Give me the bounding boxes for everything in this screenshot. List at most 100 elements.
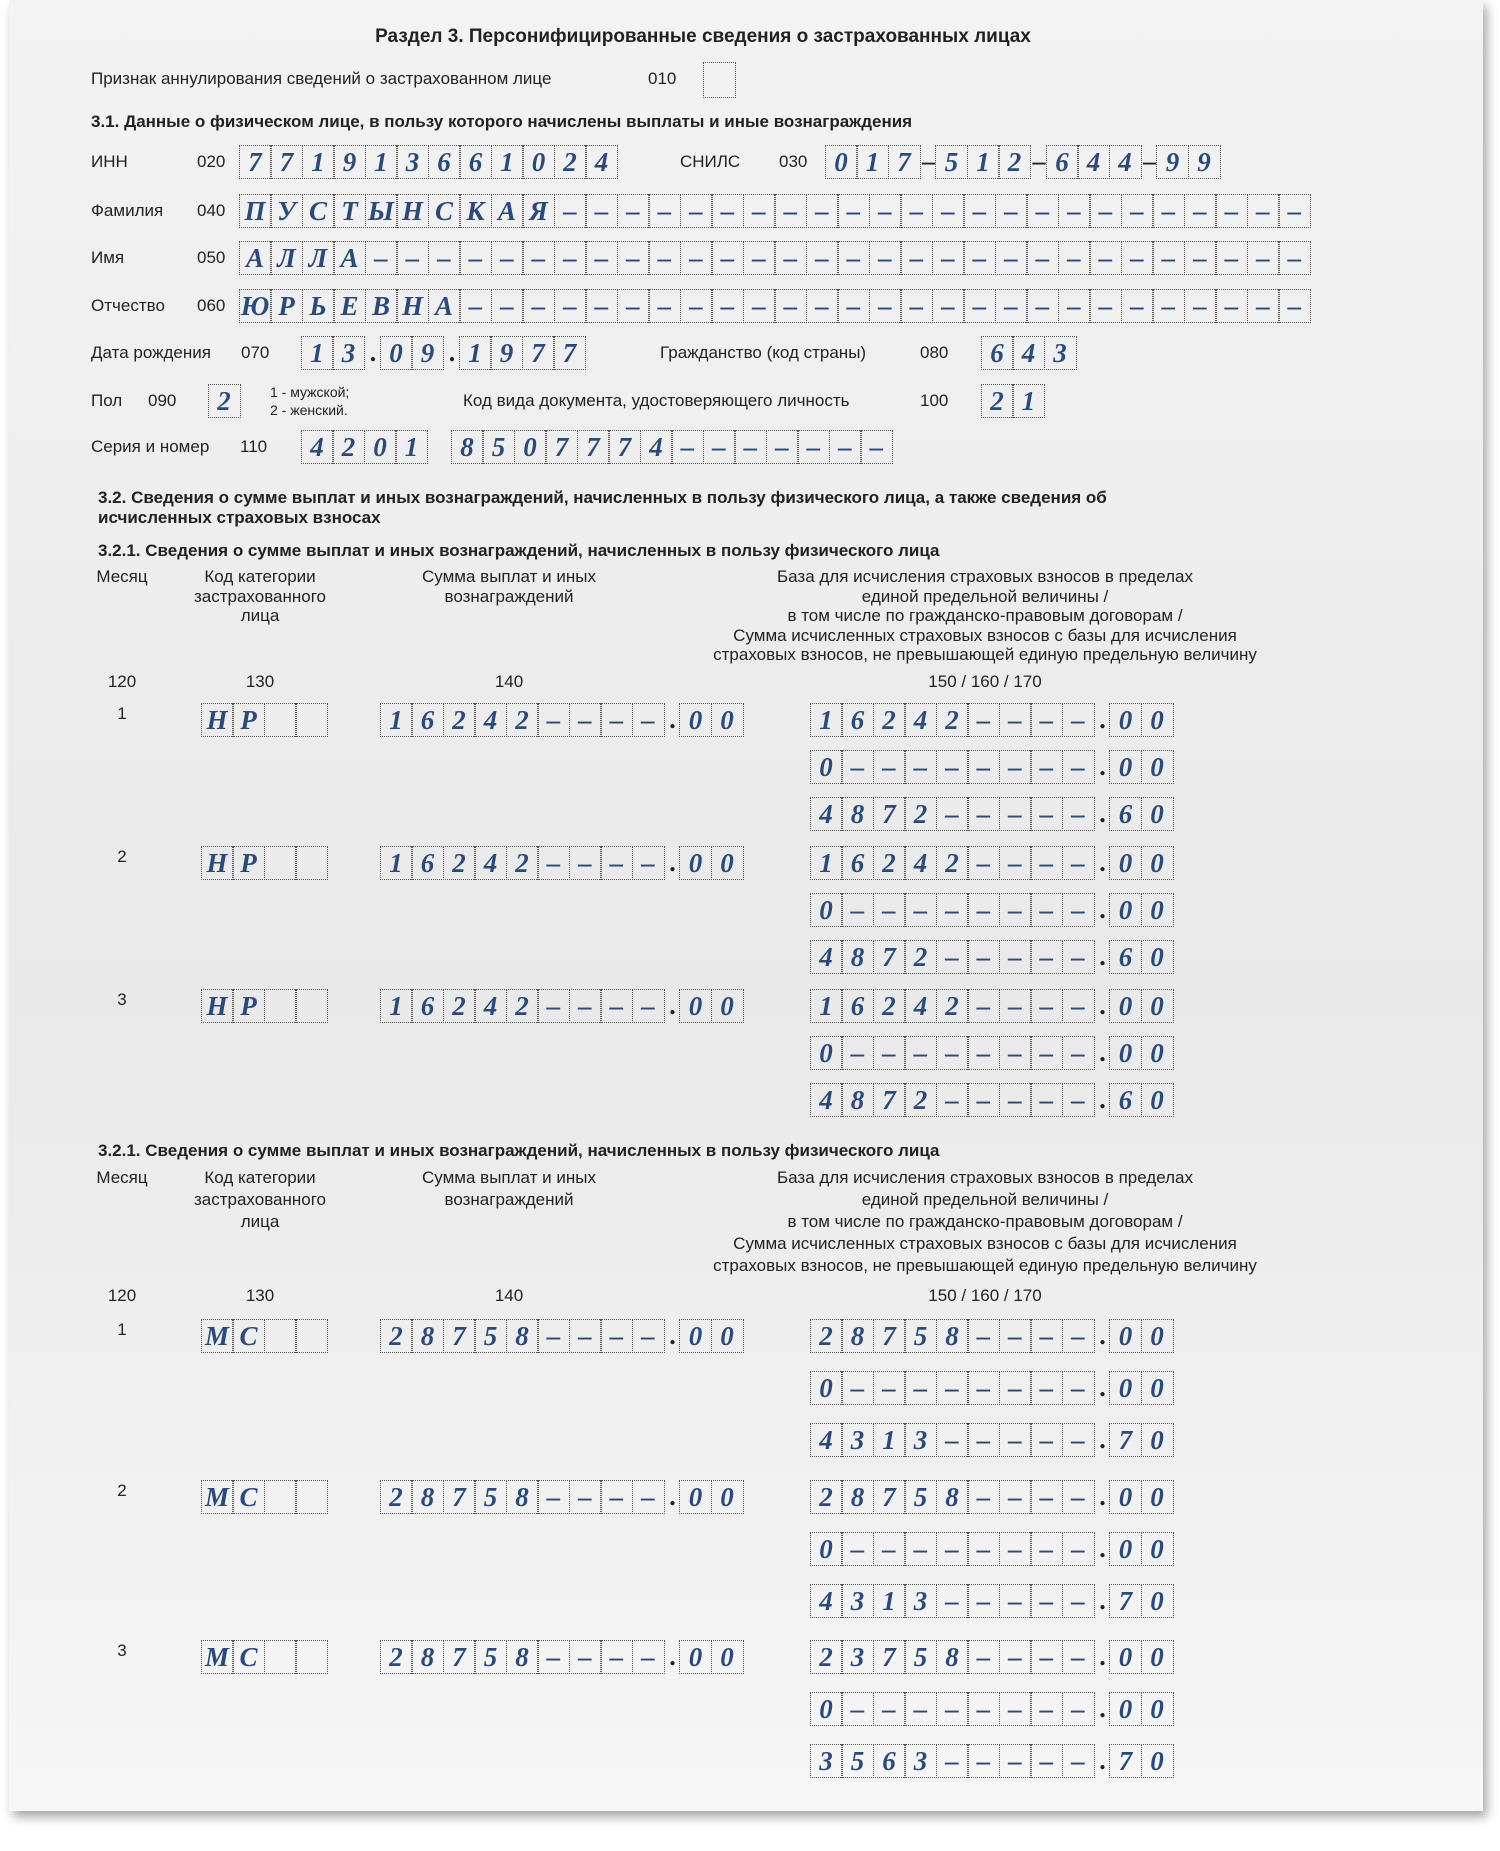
cell — [295, 1640, 328, 1674]
cell: 5 — [474, 1640, 507, 1674]
cell: – — [872, 893, 906, 927]
cell: Н — [200, 703, 234, 737]
cell — [263, 703, 297, 737]
cell: – — [967, 989, 1000, 1023]
note: 2 - женский. — [270, 402, 348, 418]
cell: – — [1246, 289, 1280, 323]
cell: 0 — [1140, 893, 1174, 927]
cell: – — [1120, 241, 1154, 275]
field-code: 090 — [148, 391, 177, 410]
cell: – — [537, 703, 570, 737]
separator: . — [669, 1482, 676, 1511]
cell: – — [1152, 241, 1185, 275]
cell — [295, 703, 328, 737]
cell: 2 — [904, 1083, 937, 1117]
separator: . — [1099, 1085, 1106, 1114]
cell: 7 — [872, 797, 906, 831]
cell: – — [616, 289, 650, 323]
cell: 1 — [872, 1584, 906, 1618]
cell: – — [1061, 846, 1095, 880]
field-label: ИНН — [91, 152, 128, 171]
cell: – — [1030, 1480, 1063, 1514]
cell: 6 — [1109, 940, 1142, 974]
cell: – — [841, 1036, 874, 1070]
cell: 0 — [710, 846, 744, 880]
cell: – — [963, 289, 996, 323]
column-title: База для исчисления страховых взносов в … — [777, 567, 1193, 586]
cell: – — [459, 241, 492, 275]
field-label: Фамилия — [91, 201, 164, 220]
cell: – — [998, 1692, 1032, 1726]
cell: 6 — [841, 703, 874, 737]
cell: 0 — [1109, 1036, 1142, 1070]
field-code: 030 — [779, 152, 808, 171]
cell: 7 — [442, 1640, 476, 1674]
cell: 2 — [904, 940, 937, 974]
cell: Н — [200, 846, 234, 880]
cell-field: 0– – – – – – – –. 0 0 — [809, 1036, 1174, 1070]
cell: 4 — [1012, 336, 1045, 370]
cell: 3 — [904, 1584, 937, 1618]
cell: – — [702, 430, 736, 464]
cell: – — [998, 1480, 1032, 1514]
cell-field: 3 5 6 3– – – – –. 7 0 — [809, 1744, 1174, 1778]
cell: Я — [522, 194, 555, 228]
cell: – — [967, 1036, 1000, 1070]
cell: Р — [232, 703, 265, 737]
cell: – — [931, 241, 965, 275]
cell: 3 — [1043, 336, 1077, 370]
cell: 8 — [841, 797, 874, 831]
cell: – — [868, 241, 902, 275]
cell: – — [967, 1423, 1000, 1457]
cell: – — [1278, 241, 1311, 275]
cell: 6 — [411, 846, 444, 880]
cell: 1 — [1012, 384, 1045, 418]
field-label: Имя — [91, 248, 125, 267]
cell: 1 — [490, 145, 524, 179]
cell: – — [1061, 1692, 1095, 1726]
cell: 0 — [1109, 1692, 1142, 1726]
cell: – — [998, 1640, 1032, 1674]
cell: – — [679, 289, 713, 323]
cell: – — [1061, 1480, 1095, 1514]
cell: 0 — [1140, 1319, 1174, 1353]
cell: 8 — [841, 1480, 874, 1514]
cell: – — [1030, 797, 1063, 831]
column-title: лица — [240, 606, 280, 625]
separator: – — [1032, 147, 1046, 176]
separator: . — [1099, 1642, 1106, 1671]
cell: А — [427, 289, 461, 323]
cell: – — [1030, 940, 1063, 974]
field-code: 020 — [197, 152, 226, 171]
cell: Ю — [238, 289, 272, 323]
cell: Н — [200, 989, 234, 1023]
month: 2 — [117, 847, 127, 866]
month: 3 — [117, 1641, 127, 1660]
cell: 6 — [459, 145, 492, 179]
column-title: страховых взносов, не превышающей единую… — [713, 1256, 1257, 1275]
cell: – — [1061, 1744, 1095, 1778]
cell: – — [998, 940, 1032, 974]
cell: 0 — [1140, 797, 1174, 831]
cell: 4 — [809, 797, 843, 831]
cell-field: 4 8 7 2– – – – –. 6 0 — [809, 1083, 1174, 1117]
cell: – — [998, 703, 1032, 737]
cell: 7 — [608, 430, 641, 464]
cell: 0 — [710, 1640, 744, 1674]
cell: 4 — [809, 1083, 843, 1117]
cell: 3 — [809, 1744, 843, 1778]
field-code: 070 — [241, 343, 270, 362]
cell: – — [998, 989, 1032, 1023]
cell: 0 — [1140, 1371, 1174, 1405]
column-title: застрахованного — [193, 586, 327, 606]
cell: – — [900, 241, 933, 275]
cell: – — [742, 241, 776, 275]
cell-field: 0– – – – – – – –. 0 0 — [809, 893, 1174, 927]
month: 2 — [117, 1481, 127, 1500]
cell: 7 — [872, 1083, 906, 1117]
separator: . — [1099, 942, 1106, 971]
cell: 7 — [545, 430, 578, 464]
